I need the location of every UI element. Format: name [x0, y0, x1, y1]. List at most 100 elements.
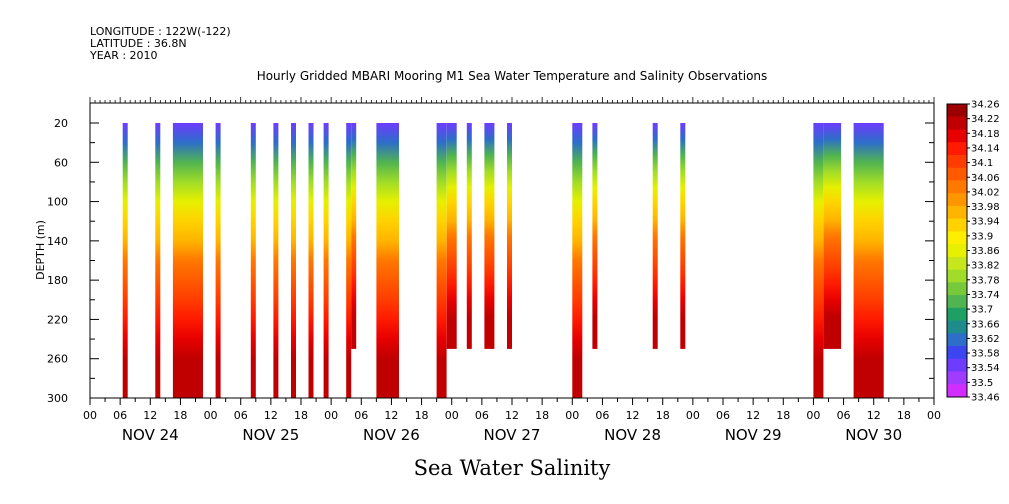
data-segment: [592, 123, 598, 349]
colorbar-swatch: [947, 142, 967, 156]
colorbar-swatch: [947, 333, 967, 347]
x-hour-label: 00: [324, 409, 338, 422]
colorbar-label: 34.22: [971, 114, 1000, 125]
colorbar-label: 33.46: [971, 393, 1000, 404]
y-tick-label: 180: [47, 274, 68, 287]
colorbar-swatch: [947, 218, 967, 232]
colorbar-label: 34.1: [971, 158, 993, 169]
y-tick-label: 20: [54, 117, 68, 130]
longitude-label: LONGITUDE : 122W(-122): [90, 25, 231, 38]
data-segment: [215, 123, 221, 398]
colorbar-swatch: [947, 358, 967, 372]
latitude-label: LATITUDE : 36.8N: [90, 37, 187, 50]
x-hour-label: 12: [867, 409, 881, 422]
y-tick-label: 140: [47, 235, 68, 248]
data-segment: [446, 123, 457, 349]
x-hour-label: 18: [415, 409, 429, 422]
x-hour-label: 00: [445, 409, 459, 422]
x-hour-label: 00: [83, 409, 97, 422]
colorbar-label: 33.58: [971, 349, 1000, 360]
data-segment: [172, 123, 203, 398]
colorbar-label: 34.26: [971, 100, 1000, 111]
colorbar-label: 33.78: [971, 275, 1000, 286]
colorbar-label: 34.06: [971, 173, 1000, 184]
colorbar-swatch: [947, 371, 967, 385]
x-day-label: NOV 26: [363, 426, 420, 444]
x-hour-label: 12: [143, 409, 157, 422]
data-segment: [122, 123, 128, 398]
x-day-label: NOV 30: [845, 426, 902, 444]
colorbar-swatch: [947, 295, 967, 309]
x-hour-label: 18: [776, 409, 790, 422]
colorbar-swatch: [947, 180, 967, 194]
data-segment: [652, 123, 658, 349]
x-hour-label: 12: [264, 409, 278, 422]
colorbar-label: 33.74: [971, 290, 1000, 301]
colorbar-label: 34.02: [971, 187, 1000, 198]
colorbar-swatch: [947, 167, 967, 181]
x-hour-label: 12: [746, 409, 760, 422]
colorbar-label: 33.7: [971, 305, 993, 316]
data-segment: [813, 123, 824, 398]
colorbar-label: 33.66: [971, 319, 1000, 330]
x-hour-label: 12: [384, 409, 398, 422]
data-segment: [376, 123, 399, 398]
x-hour-label: 18: [897, 409, 911, 422]
colorbar-swatch: [947, 346, 967, 360]
colorbar-label: 33.94: [971, 217, 1000, 228]
data-segment: [853, 123, 884, 398]
x-hour-label: 18: [294, 409, 308, 422]
x-day-label: NOV 28: [604, 426, 661, 444]
x-day-label: NOV 25: [242, 426, 299, 444]
data-segment: [572, 123, 583, 398]
x-hour-label: 00: [927, 409, 941, 422]
data-segment: [507, 123, 512, 349]
y-tick-label: 300: [47, 392, 68, 405]
colorbar-swatch: [947, 320, 967, 334]
colorbar-label: 33.5: [971, 378, 993, 389]
x-hour-label: 06: [595, 409, 609, 422]
colorbar-swatch: [947, 307, 967, 321]
colorbar-swatch: [947, 256, 967, 271]
colorbar-swatch: [947, 116, 967, 130]
colorbar-swatch: [947, 244, 967, 258]
colorbar-label: 34.14: [971, 143, 1000, 154]
data-segment: [466, 123, 472, 349]
data-segment: [155, 123, 161, 398]
x-hour-label: 00: [806, 409, 820, 422]
data-segment: [308, 123, 314, 398]
x-hour-label: 06: [475, 409, 489, 422]
y-tick-label: 100: [47, 196, 68, 209]
data-segment: [346, 123, 352, 398]
x-hour-label: 06: [113, 409, 127, 422]
x-hour-label: 00: [565, 409, 579, 422]
x-hour-label: 12: [505, 409, 519, 422]
data-segment: [484, 123, 495, 349]
chart-title: Hourly Gridded MBARI Mooring M1 Sea Wate…: [257, 69, 768, 83]
x-hour-label: 12: [626, 409, 640, 422]
data-segment: [273, 123, 279, 398]
colorbar: 34.26 34.22 34.18 34.14 34.1 34.06 34.02 33.98 3…: [946, 100, 1000, 404]
colorbar-label: 33.54: [971, 363, 1000, 374]
colorbar-label: 33.9: [971, 231, 993, 242]
colorbar-swatch: [947, 104, 967, 118]
data-segment: [323, 123, 329, 398]
colorbar-label: 33.62: [971, 334, 1000, 345]
x-day-label: NOV 27: [484, 426, 541, 444]
x-hour-label: 06: [354, 409, 368, 422]
x-hour-label: 18: [173, 409, 187, 422]
colorbar-label: 34.18: [971, 129, 1000, 140]
colorbar-swatch: [947, 384, 967, 398]
data-segment: [250, 123, 256, 398]
x-hour-label: 18: [535, 409, 549, 422]
colorbar-swatch: [947, 282, 967, 296]
colorbar-label: 33.98: [971, 202, 1000, 213]
colorbar-label: 33.86: [971, 246, 1000, 257]
x-axis: 00 06 12 18 00 06 12 18 00 06 12 18 00 06 12 18 00 06 12 18…: [83, 97, 941, 444]
year-label: YEAR : 2010: [89, 49, 158, 62]
x-day-label: NOV 29: [725, 426, 782, 444]
data-segment: [351, 123, 357, 349]
x-day-label: NOV 24: [122, 426, 179, 444]
x-axis-title: Sea Water Salinity: [414, 456, 611, 480]
